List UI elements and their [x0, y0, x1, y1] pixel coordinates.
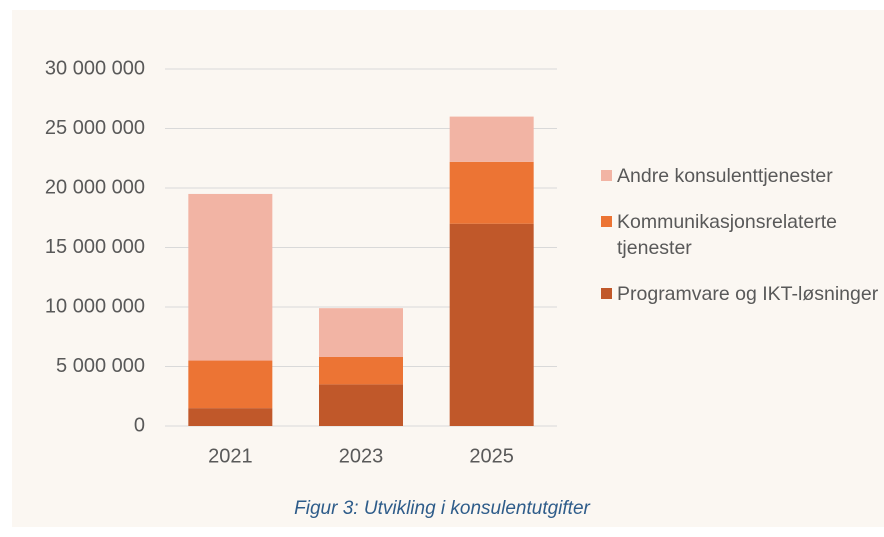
chart-panel	[12, 10, 884, 527]
bar-segment	[319, 356, 403, 385]
y-tick-label: 25 000 000	[45, 117, 145, 139]
legend-swatch	[601, 170, 612, 181]
bar-segment	[188, 408, 273, 426]
bar-segment	[319, 384, 403, 426]
bar-segment	[188, 193, 273, 361]
y-tick-label: 0	[134, 414, 145, 436]
bar-segment	[449, 161, 534, 224]
legend-item: Kommunikasjonsrelaterte tjenester	[601, 209, 884, 261]
caption: Figur 3: Utvikling i konsulentutgifter	[294, 498, 590, 519]
legend-label: Programvare og IKT-løsninger	[617, 283, 879, 305]
y-tick-label: 20 000 000	[45, 176, 145, 198]
bar-segment	[188, 360, 273, 409]
legend: Andre konsulenttjenester Kommunikasjonsre…	[601, 163, 884, 327]
bar-segment	[449, 116, 534, 162]
legend-swatch	[601, 288, 612, 299]
y-tick-label: 30 000 000	[45, 57, 145, 79]
x-tick-label: 2021	[208, 445, 253, 467]
legend-swatch	[601, 216, 612, 227]
bar-segment	[449, 223, 534, 426]
legend-item: Andre konsulenttjenester	[601, 163, 884, 189]
legend-label: Andre konsulenttjenester	[617, 165, 833, 187]
x-tick-label: 2023	[339, 445, 384, 467]
legend-label: Kommunikasjonsrelaterte tjenester	[617, 211, 838, 259]
legend-item: Programvare og IKT-løsninger	[601, 281, 884, 307]
y-tick-label: 10 000 000	[45, 295, 145, 317]
y-tick-label: 5 000 000	[56, 355, 145, 377]
y-tick-label: 15 000 000	[45, 236, 145, 258]
bar-segment	[319, 308, 403, 357]
x-tick-label: 2025	[469, 445, 514, 467]
